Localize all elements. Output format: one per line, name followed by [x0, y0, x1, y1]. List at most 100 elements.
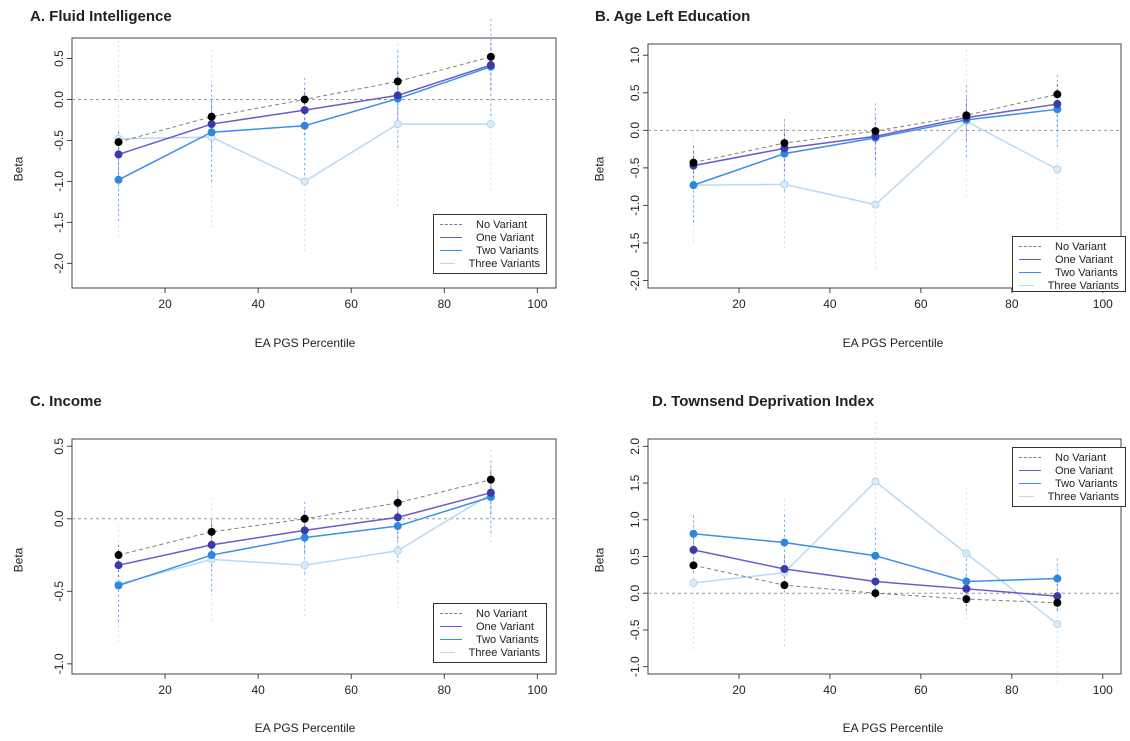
data-point	[962, 549, 971, 558]
legend-label: Two Variants	[1055, 266, 1118, 279]
chart-legend: No Variant One Variant Two Variants Thre…	[433, 603, 547, 663]
chart-legend: No Variant One Variant Two Variants Thre…	[433, 214, 547, 274]
chart-plot: 2.0 1.5 1.0 0.5 0.0 -0.5 -1.0 20 40 60 80 100	[628, 419, 1122, 697]
data-point	[780, 581, 789, 590]
data-point	[780, 180, 789, 189]
data-point	[486, 488, 495, 497]
data-point	[114, 138, 123, 147]
legend-item: Three Variants	[440, 646, 540, 659]
data-point	[207, 527, 216, 536]
data-point	[114, 175, 123, 184]
legend-swatch	[440, 263, 455, 264]
data-point	[486, 61, 495, 70]
data-point	[207, 551, 216, 560]
data-point	[1053, 620, 1062, 629]
plot-frame	[71, 438, 557, 675]
data-point	[780, 564, 789, 573]
x-tick-label: 40	[823, 683, 837, 697]
y-tick-label: 1.0	[628, 47, 642, 64]
y-tick-label: -0.5	[628, 619, 642, 640]
x-tick-label: 100	[527, 297, 547, 311]
y-tick-label: 0.0	[52, 510, 66, 527]
data-point	[486, 120, 495, 129]
data-point	[300, 121, 309, 130]
data-point	[689, 545, 698, 554]
legend-item: Two Variants	[440, 244, 540, 257]
y-tick-label: 2.0	[628, 438, 642, 455]
y-tick-label: 1.5	[628, 474, 642, 491]
legend-item: One Variant	[1019, 464, 1119, 477]
data-point	[300, 533, 309, 542]
y-tick-label: 0.5	[628, 548, 642, 565]
legend-label: No Variant	[1055, 451, 1107, 464]
plot-frame	[71, 37, 557, 289]
legend-swatch	[1019, 470, 1041, 471]
data-point	[780, 538, 789, 547]
x-tick-label: 60	[345, 683, 359, 697]
data-point	[871, 589, 880, 598]
legend-label: Three Variants	[468, 257, 540, 270]
legend-item: Two Variants	[1019, 266, 1119, 279]
data-point	[962, 584, 971, 593]
x-axis-label: EA PGS Percentile	[842, 721, 944, 735]
chart-title: D. Townsend Deprivation Index	[652, 393, 875, 410]
y-tick-label: 0.0	[628, 122, 642, 139]
data-point	[393, 522, 402, 531]
x-tick-label: 20	[158, 297, 172, 311]
data-point	[871, 477, 880, 486]
legend-swatch	[1019, 246, 1041, 247]
data-point	[393, 513, 402, 522]
x-tick-label: 20	[158, 683, 172, 697]
panel-age-left-education: B. Age Left Education 1.0 0.5 0.0 -0.5 -1.0 -…	[565, 0, 1130, 370]
y-tick-label: -1.0	[52, 653, 66, 674]
data-point	[300, 106, 309, 115]
legend-label: Two Variants	[476, 244, 539, 257]
data-point	[300, 561, 309, 570]
y-tick-label: 1.0	[628, 511, 642, 528]
legend-swatch	[440, 250, 462, 251]
data-point	[207, 128, 216, 137]
legend-item: Three Variants	[440, 257, 540, 270]
data-point	[207, 120, 216, 129]
legend-swatch	[1019, 259, 1041, 260]
legend-label: One Variant	[476, 620, 534, 633]
legend-swatch	[440, 626, 462, 627]
chart-legend: No Variant One Variant Two Variants Thre…	[1012, 447, 1126, 507]
data-point	[300, 514, 309, 523]
legend-item: One Variant	[440, 620, 540, 633]
y-tick-label: -1.5	[628, 232, 642, 253]
data-point	[114, 561, 123, 570]
y-tick-label: -0.5	[52, 130, 66, 151]
plot-frame	[647, 43, 1122, 289]
y-tick-label: 0.0	[52, 91, 66, 108]
data-point	[689, 158, 698, 167]
data-point	[393, 120, 402, 129]
data-point	[962, 111, 971, 120]
y-axis-label: Beta	[592, 547, 607, 573]
data-point	[871, 551, 880, 560]
panel-fluid-intelligence: A. Fluid Intelligence 0.5 0.0 -0.5 -1.0 -1.5…	[0, 0, 565, 370]
x-tick-label: 60	[345, 297, 359, 311]
legend-swatch	[1019, 272, 1041, 273]
legend-item: One Variant	[440, 231, 540, 244]
chart-plot: 0.5 0.0 -0.5 -1.0 20 40 60 80 100	[52, 438, 557, 697]
x-tick-label: 80	[438, 297, 452, 311]
y-tick-label: -0.5	[628, 157, 642, 178]
data-point	[1053, 574, 1062, 583]
data-point	[393, 77, 402, 86]
legend-label: Two Variants	[1055, 477, 1118, 490]
data-point	[780, 139, 789, 148]
data-point	[114, 551, 123, 560]
legend-label: No Variant	[1055, 240, 1107, 253]
data-point	[1053, 165, 1062, 174]
legend-swatch	[1019, 457, 1041, 458]
data-point	[1053, 100, 1062, 109]
y-tick-label: -0.5	[52, 581, 66, 602]
legend-item: No Variant	[1019, 240, 1119, 253]
chart-plot: 0.5 0.0 -0.5 -1.0 -1.5 -2.0 20 40 60 80 100	[52, 17, 557, 311]
legend-label: One Variant	[1055, 253, 1113, 266]
y-tick-label: -1.5	[52, 212, 66, 233]
legend-label: Three Variants	[468, 646, 540, 659]
data-point	[207, 540, 216, 549]
legend-label: No Variant	[476, 607, 528, 620]
